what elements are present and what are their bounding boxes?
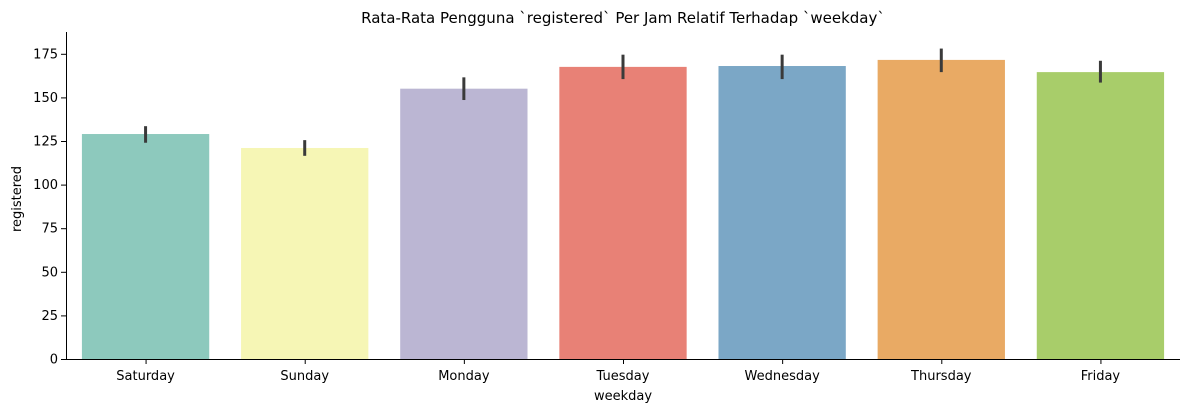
y-tick-label: 175 (33, 47, 58, 62)
y-tick-label: 50 (41, 265, 58, 280)
x-tick-label: Friday (1081, 369, 1121, 384)
x-axis-ticks: Saturday Sunday Monday Tuesday Wednesday Thur… (116, 359, 1120, 384)
bar-sunday (241, 147, 369, 359)
x-tick-label: Wednesday (745, 369, 821, 384)
bar-tuesday (559, 66, 687, 359)
chart-title: Rata-Rata Pengguna `registered` Per Jam … (361, 9, 885, 27)
y-tick-label: 75 (41, 222, 58, 237)
x-tick-label: Sunday (280, 369, 329, 384)
bar-wednesday (718, 66, 846, 360)
x-tick-label: Saturday (116, 369, 175, 384)
y-axis-title: registered (10, 166, 25, 232)
y-tick-label: 25 (41, 309, 58, 324)
y-axis-ticks: 0 25 50 75 100 125 150 175 (33, 47, 66, 368)
x-axis-title: weekday (594, 389, 652, 404)
y-tick-label: 100 (33, 178, 58, 193)
x-tick-label: Thursday (910, 369, 972, 384)
x-tick-label: Tuesday (596, 369, 650, 384)
bar-friday (1036, 72, 1165, 359)
x-tick-label: Monday (438, 369, 490, 384)
bars (81, 59, 1165, 360)
y-tick-label: 125 (33, 135, 58, 150)
error-bars (144, 48, 1102, 156)
bar-monday (400, 88, 528, 360)
bar-saturday (81, 134, 210, 359)
y-tick-label: 150 (33, 91, 58, 106)
y-tick-label: 0 (50, 353, 58, 368)
bar-thursday (877, 59, 1005, 360)
